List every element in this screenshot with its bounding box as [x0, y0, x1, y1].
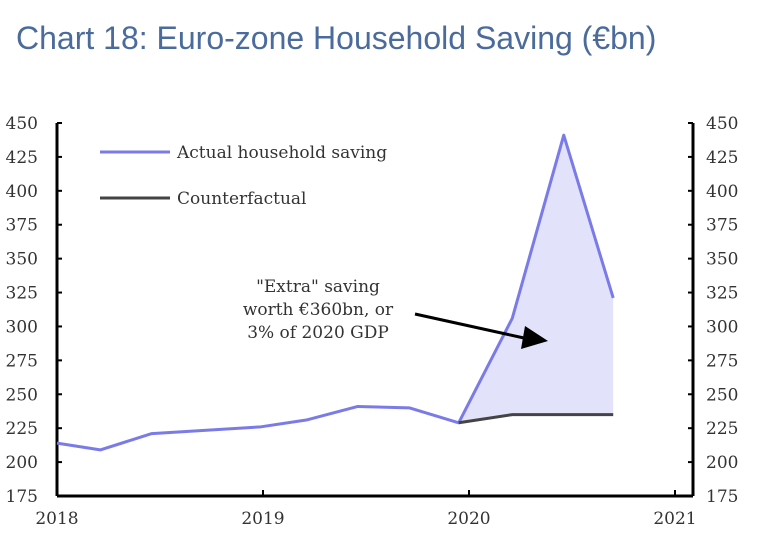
legend-actual-label: Actual household saving [176, 143, 387, 163]
right-y-tick-label: 325 [706, 284, 738, 304]
right-y-tick-label: 400 [706, 182, 738, 202]
left-y-tick-label: 300 [6, 317, 38, 337]
right-y-tick-label: 450 [706, 114, 738, 134]
right-y-tick-label: 175 [706, 487, 738, 507]
left-y-tick-label: 325 [6, 284, 38, 304]
annotation-arrow-shaft [414, 312, 525, 340]
annotation-text: 3% of 2020 GDP [247, 323, 389, 343]
x-tick-label: 2019 [241, 509, 284, 529]
left-y-tick-label: 175 [6, 487, 38, 507]
annotation-text: worth €360bn, or [243, 300, 394, 320]
left-y-tick-label: 225 [6, 419, 38, 439]
extra-saving-area [458, 135, 614, 423]
right-y-tick-label: 275 [706, 351, 738, 371]
right-y-tick-label: 250 [706, 385, 738, 405]
right-y-tick-label: 200 [706, 453, 738, 473]
annotation-arrow-head [521, 326, 548, 349]
right-y-tick-label: 425 [706, 148, 738, 168]
legend-counterfactual-label: Counterfactual [177, 189, 306, 209]
left-y-tick-label: 350 [6, 250, 38, 270]
x-tick-label: 2018 [35, 509, 78, 529]
x-tick-label: 2021 [653, 509, 696, 529]
left-y-tick-label: 400 [6, 182, 38, 202]
x-tick-label: 2020 [447, 509, 490, 529]
left-y-tick-label: 275 [6, 351, 38, 371]
right-y-tick-label: 300 [706, 317, 738, 337]
left-y-tick-label: 250 [6, 385, 38, 405]
left-y-tick-label: 450 [6, 114, 38, 134]
left-y-tick-label: 200 [6, 453, 38, 473]
left-y-tick-label: 425 [6, 148, 38, 168]
right-y-tick-label: 375 [706, 216, 738, 236]
right-y-tick-label: 225 [706, 419, 738, 439]
left-y-tick-label: 375 [6, 216, 38, 236]
annotation-text: "Extra" saving [256, 277, 380, 297]
chart-title: Chart 18: Euro-zone Household Saving (€b… [16, 20, 657, 56]
right-y-tick-label: 350 [706, 250, 738, 270]
